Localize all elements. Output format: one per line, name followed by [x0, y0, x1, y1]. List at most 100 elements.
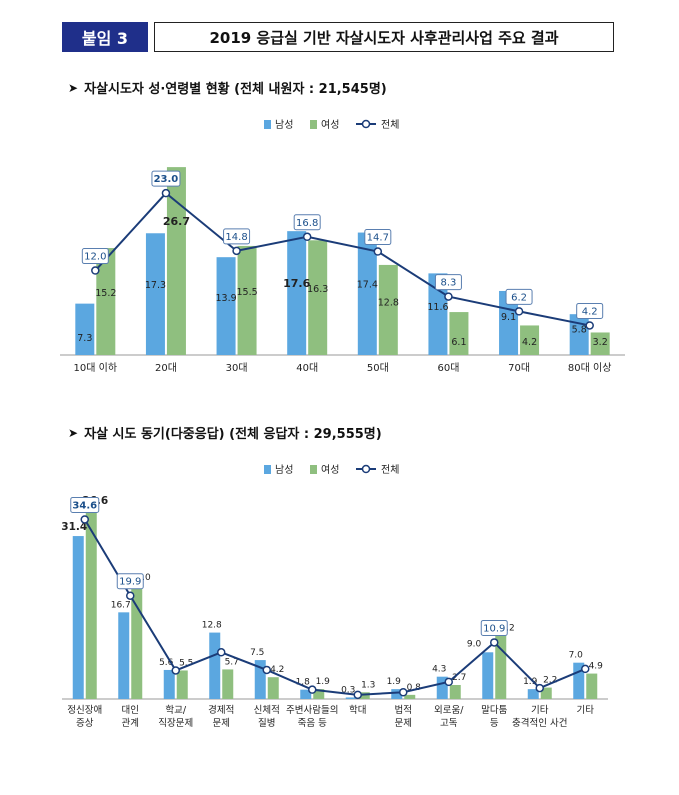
x-tick-label: 30대 — [226, 362, 248, 374]
bar-male — [287, 231, 307, 355]
line-marker-total — [399, 688, 408, 697]
bar-value-label-male: 7.0 — [569, 651, 584, 661]
line-value-label: 6.2 — [511, 292, 527, 303]
line-value-label: 4.2 — [582, 306, 598, 317]
line-marker-total — [585, 321, 594, 330]
line-value-label: 8.3 — [440, 278, 456, 289]
bar-female — [495, 635, 507, 699]
bar-value-label-female: 15.5 — [236, 287, 257, 298]
line-marker-total — [308, 685, 317, 694]
line-marker-total — [302, 232, 312, 242]
bar-value-label-male: 31.4 — [61, 521, 87, 533]
line-value-label: 34.6 — [72, 500, 97, 511]
bar-value-label-female: 4.9 — [589, 662, 604, 672]
legend-swatch-female — [310, 465, 317, 474]
bar-value-label-female: 5.5 — [179, 658, 193, 668]
x-tick-label: 신체적 — [254, 704, 280, 716]
bar-female — [308, 240, 328, 355]
line-marker-total — [80, 515, 89, 524]
extra-value-label: 9.0 — [467, 639, 482, 649]
x-tick-label: 40대 — [296, 362, 318, 374]
x-tick-label: 외로움/ — [434, 704, 464, 716]
x-tick-label: 50대 — [367, 362, 389, 374]
bar-male — [357, 232, 377, 355]
section-heading-1: ➤ 자살시도자 성·연령별 현황 (전체 내원자 : 21,545명) — [68, 78, 387, 98]
bar-value-label-male: 11.6 — [427, 302, 448, 313]
appendix-badge: 붙임 3 — [62, 22, 148, 52]
x-tick-label: 법적 — [395, 704, 412, 716]
bar-male — [573, 662, 585, 699]
bar-male — [436, 676, 448, 699]
x-tick-label: 60대 — [437, 362, 459, 374]
x-tick-label: 직장문제 — [158, 718, 193, 729]
line-value-box — [480, 619, 508, 636]
line-value-box — [364, 229, 392, 246]
bar-value-label-female: 15.2 — [95, 288, 116, 299]
x-tick-label: 80대 이상 — [568, 362, 612, 374]
x-tick-label: 충격적인 사건 — [512, 717, 567, 729]
legend-swatch-male — [264, 120, 271, 129]
bar-value-label-male: 17.3 — [145, 280, 166, 291]
bar-value-label-male: 17.4 — [357, 280, 378, 291]
legend-marker-total — [361, 119, 371, 129]
x-tick-label: 20대 — [155, 362, 177, 374]
line-marker-total — [161, 188, 171, 198]
bar-male — [527, 689, 539, 699]
bar-value-label-female: 1.9 — [316, 677, 331, 687]
x-tick-label: 고독 — [440, 718, 458, 729]
bar-female — [313, 689, 325, 699]
header: 붙임 3 2019 응급실 기반 자살시도자 사후관리사업 주요 결과 — [62, 22, 614, 52]
bar-value-label-female: 5.7 — [225, 657, 239, 667]
bar-male — [209, 632, 221, 699]
bar-female — [449, 312, 469, 355]
x-tick-label: 정신장애 — [67, 705, 102, 716]
line-marker-total — [171, 666, 180, 675]
bar-female — [404, 694, 416, 699]
bar-male — [163, 669, 175, 699]
bar-value-label-female: 26.7 — [163, 215, 190, 228]
bar-female — [131, 584, 143, 699]
line-marker-total — [444, 292, 453, 301]
bar-value-label-female: 4.2 — [522, 337, 537, 348]
bar-value-label-female: 1.3 — [361, 680, 375, 690]
age-gender-chart: 남성 여성 전체 7.3 15.2 10대 이하 17.3 26.7 20대 13.915.5 30… — [60, 119, 625, 374]
line-value-label: 12.0 — [84, 252, 106, 263]
series-line-total — [94, 191, 590, 327]
bar-value-label-female: 2.2 — [543, 676, 557, 686]
x-tick-label: 질병 — [258, 717, 275, 729]
bar-female — [267, 677, 279, 699]
motive-chart: 남성여성전체31.436.6정신장애증상16.722.0대인관계5.65.5학교… — [61, 464, 608, 729]
bar-value-label-female: 6.1 — [451, 337, 466, 348]
bar-value-label-male: 16.7 — [111, 600, 131, 610]
bar-value-label-male: 4.3 — [432, 665, 446, 675]
line-marker-total — [490, 638, 499, 647]
line-marker-total — [373, 247, 383, 256]
line-marker-total — [581, 664, 590, 674]
x-tick-label: 학대 — [349, 705, 366, 716]
bar-female — [520, 325, 540, 355]
bar-male — [216, 257, 236, 355]
x-tick-label: 증상 — [76, 718, 94, 729]
section-heading-2: ➤ 자살 시도 동기(다중응답) (전체 응답자 : 29,555명) — [68, 423, 382, 443]
bar-female — [378, 264, 398, 355]
bar-value-label-male: 1.9 — [387, 677, 402, 687]
line-marker-total — [232, 246, 241, 256]
line-value-box — [70, 496, 100, 513]
x-tick-label: 학교/ — [165, 705, 186, 716]
legend-label-male: 남성 — [275, 464, 293, 476]
bar-value-label-female: 0.8 — [407, 683, 422, 693]
line-value-box — [116, 573, 144, 590]
bar-female — [237, 245, 257, 355]
bar-value-label-male: 12.8 — [202, 621, 222, 631]
line-marker-total — [217, 648, 226, 657]
section-title-2: 자살 시도 동기(다중응답) (전체 응답자 : 29,555명) — [84, 427, 382, 442]
x-tick-label: 10대 이하 — [74, 361, 118, 374]
legend-label-male: 남성 — [275, 119, 293, 131]
arrow-icon: ➤ — [68, 425, 79, 440]
x-tick-label: 말다툼 — [481, 704, 507, 716]
page-title: 2019 응급실 기반 자살시도자 사후관리사업 주요 결과 — [154, 22, 614, 52]
x-tick-label: 죽음 등 — [298, 718, 327, 729]
line-value-label: 19.9 — [119, 577, 141, 588]
line-value-label: 14.8 — [225, 232, 247, 243]
line-marker-total — [444, 677, 453, 687]
